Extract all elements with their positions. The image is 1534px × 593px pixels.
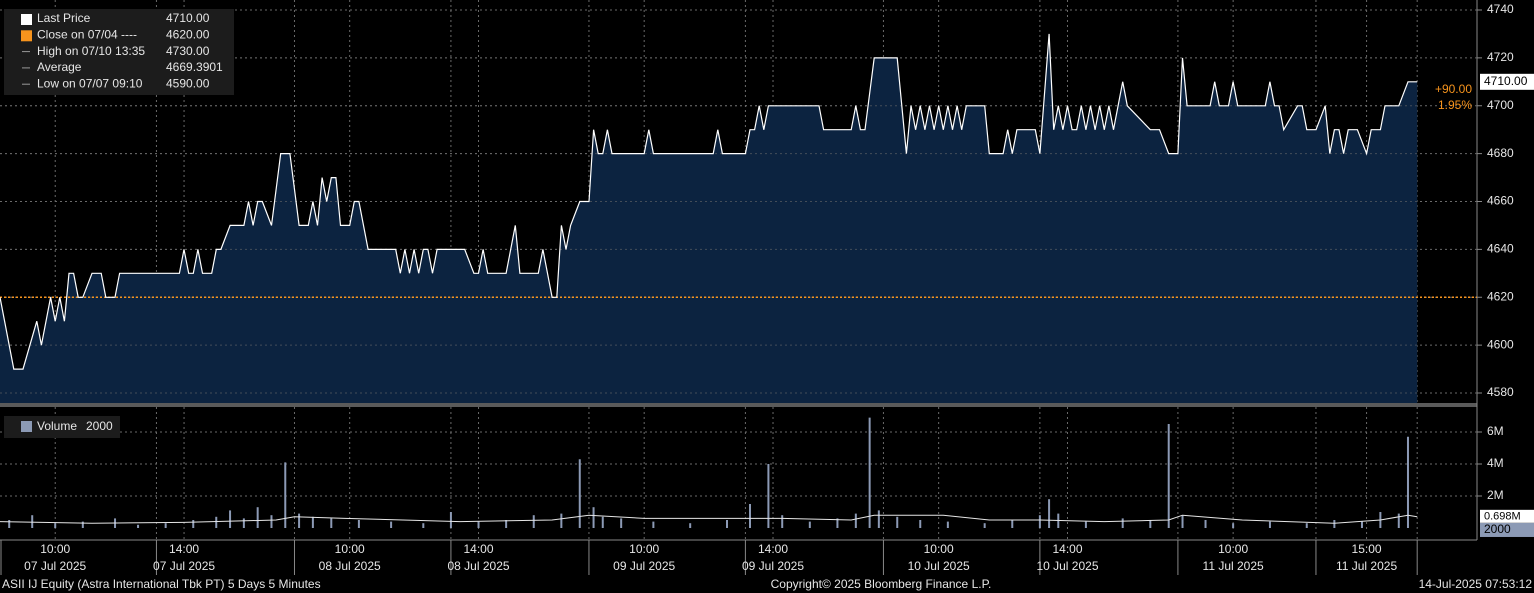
footer-center: Copyright© 2025 Bloomberg Finance L.P. <box>771 577 992 591</box>
price-line <box>0 33 1418 370</box>
y-tick-label: 4600 <box>1487 337 1514 351</box>
y-tick-label: 4680 <box>1487 146 1514 160</box>
x-tick-label: 15:00 <box>1352 542 1382 556</box>
x-tick-date: 11 Jul 2025 <box>1336 559 1397 573</box>
change-label: +90.00 <box>1435 82 1472 96</box>
footer-left: ASII IJ Equity (Astra International Tbk … <box>2 577 321 591</box>
legend-swatch <box>21 30 32 42</box>
legend: Last Price 4710.00 Close on 07/04 ---- 4620… <box>4 9 234 95</box>
y-tick-label: 4580 <box>1487 385 1514 399</box>
x-tick-date: 11 Jul 2025 <box>1203 559 1264 573</box>
last-volume-box <box>1480 522 1534 537</box>
footer-bar <box>0 575 1534 593</box>
x-tick-label: 14:00 <box>758 542 788 556</box>
legend-box <box>4 9 234 95</box>
legend-label: Close on 07/04 ---- <box>37 27 137 41</box>
x-tick-date: 07 Jul 2025 <box>24 559 86 573</box>
x-tick-date: 10 Jul 2025 <box>908 559 970 573</box>
x-tick-date: 07 Jul 2025 <box>153 559 215 573</box>
x-tick-label: 10:00 <box>629 542 659 556</box>
y-tick-label: 4660 <box>1487 194 1514 208</box>
legend-value: 2000 <box>86 419 113 433</box>
x-tick-label: 14:00 <box>464 542 494 556</box>
x-tick-label: 10:00 <box>1218 542 1248 556</box>
volume-legend: Volume 2000 <box>4 416 120 438</box>
x-tick-date: 10 Jul 2025 <box>1036 559 1098 573</box>
last-price-box <box>1480 73 1534 90</box>
legend-label: High on 07/10 13:35 <box>37 44 145 58</box>
y-tick-label: 4720 <box>1487 50 1514 64</box>
y-tick-label: 4700 <box>1487 98 1514 112</box>
change-label: 1.95% <box>1438 98 1472 112</box>
x-tick-label: 10:00 <box>335 542 365 556</box>
legend-value: 4669.3901 <box>166 60 223 74</box>
volume-average-line <box>0 514 1418 524</box>
legend-label: Average <box>37 60 82 74</box>
x-tick-date: 08 Jul 2025 <box>319 559 381 573</box>
x-tick-date: 09 Jul 2025 <box>742 559 804 573</box>
y-tick-label: 4M <box>1487 456 1504 470</box>
legend-swatch <box>21 14 32 25</box>
last-price-label: 4710.00 <box>1484 74 1528 88</box>
y-tick-label: 4740 <box>1487 2 1514 16</box>
legend-value: 4730.00 <box>166 44 210 58</box>
y-tick-label: 4620 <box>1487 289 1514 303</box>
x-tick-date: 09 Jul 2025 <box>613 559 675 573</box>
legend-swatch <box>21 421 32 432</box>
area-fill <box>0 33 1418 404</box>
average-box <box>1480 509 1534 523</box>
average-label: 0.698M <box>1484 511 1521 523</box>
legend-value: 4710.00 <box>166 11 210 25</box>
x-tick-label: 14:00 <box>169 542 199 556</box>
legend-value: 4590.00 <box>166 76 210 90</box>
last-volume-label: 2000 <box>1484 522 1511 536</box>
y-tick-label: 2M <box>1487 488 1504 502</box>
y-tick-label: 4640 <box>1487 242 1514 256</box>
x-tick-label: 14:00 <box>1052 542 1082 556</box>
legend-value: 4620.00 <box>166 27 210 41</box>
x-tick-date: 08 Jul 2025 <box>447 559 509 573</box>
x-tick-label: 10:00 <box>40 542 70 556</box>
x-tick-label: 10:00 <box>924 542 954 556</box>
panel-divider <box>0 403 1477 407</box>
legend-label: Last Price <box>37 11 91 25</box>
legend-box <box>4 416 120 438</box>
footer-right: 14-Jul-2025 07:53:12 <box>1419 577 1533 591</box>
legend-label: Low on 07/07 09:10 <box>37 76 143 90</box>
legend-label: Volume <box>37 419 77 433</box>
y-tick-label: 6M <box>1487 424 1504 438</box>
